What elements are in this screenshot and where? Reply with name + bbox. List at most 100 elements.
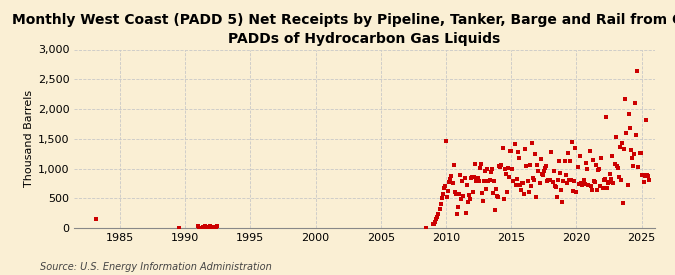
Point: [537, 173, 548, 177]
Point: [616, 178, 626, 182]
Point: [614, 174, 624, 179]
Point: [478, 199, 489, 204]
Point: [568, 189, 578, 193]
Point: [524, 163, 535, 167]
Point: [439, 186, 450, 191]
Point: [473, 179, 484, 184]
Point: [542, 178, 553, 183]
Point: [562, 150, 573, 155]
Point: [537, 172, 547, 177]
Point: [200, 225, 211, 229]
Point: [516, 188, 526, 192]
Point: [601, 115, 612, 119]
Point: [587, 188, 597, 192]
Point: [452, 212, 462, 216]
Point: [462, 200, 473, 205]
Point: [617, 141, 628, 145]
Point: [427, 221, 438, 226]
Point: [453, 205, 464, 209]
Point: [578, 178, 589, 182]
Point: [477, 191, 487, 195]
Point: [573, 182, 584, 186]
Point: [514, 183, 525, 187]
Point: [487, 191, 498, 195]
Point: [608, 181, 619, 185]
Point: [491, 186, 502, 191]
Point: [441, 139, 452, 143]
Point: [639, 180, 649, 184]
Point: [521, 163, 532, 168]
Point: [610, 134, 621, 139]
Point: [493, 195, 504, 200]
Point: [436, 196, 447, 200]
Point: [566, 178, 576, 182]
Point: [437, 192, 448, 196]
Y-axis label: Thousand Barrels: Thousand Barrels: [24, 90, 34, 188]
Point: [468, 189, 479, 194]
Point: [448, 163, 459, 168]
Point: [564, 159, 575, 163]
Point: [458, 194, 469, 199]
Point: [444, 180, 455, 184]
Point: [580, 182, 591, 186]
Point: [642, 173, 653, 178]
Point: [434, 207, 445, 211]
Point: [517, 180, 528, 185]
Point: [633, 165, 644, 169]
Point: [472, 176, 483, 180]
Point: [601, 186, 612, 190]
Point: [484, 178, 495, 182]
Point: [551, 195, 562, 199]
Point: [197, 225, 208, 229]
Point: [485, 169, 496, 174]
Point: [512, 150, 523, 155]
Point: [429, 221, 439, 226]
Point: [581, 161, 592, 165]
Point: [498, 196, 509, 201]
Point: [532, 163, 543, 167]
Point: [479, 178, 489, 183]
Point: [446, 174, 457, 178]
Point: [539, 166, 550, 170]
Point: [529, 178, 539, 182]
Point: [471, 178, 482, 183]
Point: [595, 183, 605, 188]
Point: [605, 172, 616, 176]
Point: [562, 180, 572, 185]
Point: [503, 166, 514, 170]
Point: [591, 163, 601, 168]
Point: [450, 190, 460, 194]
Point: [495, 164, 506, 169]
Point: [598, 177, 609, 182]
Point: [421, 225, 432, 230]
Point: [570, 146, 580, 150]
Point: [592, 188, 603, 192]
Point: [504, 175, 514, 179]
Point: [628, 164, 639, 169]
Point: [209, 225, 220, 229]
Point: [486, 167, 497, 171]
Point: [483, 178, 494, 183]
Point: [624, 126, 635, 130]
Point: [466, 176, 477, 180]
Point: [643, 174, 653, 178]
Point: [496, 163, 507, 167]
Point: [553, 177, 564, 182]
Point: [576, 183, 587, 187]
Point: [494, 164, 505, 168]
Point: [637, 173, 647, 177]
Point: [618, 201, 628, 205]
Point: [435, 201, 446, 206]
Point: [547, 180, 558, 185]
Point: [459, 176, 470, 180]
Point: [560, 172, 571, 177]
Point: [546, 150, 557, 154]
Point: [205, 224, 215, 229]
Point: [569, 179, 580, 183]
Point: [575, 180, 586, 185]
Point: [519, 192, 530, 196]
Point: [464, 192, 475, 197]
Point: [456, 197, 466, 201]
Point: [632, 69, 643, 73]
Point: [620, 97, 631, 101]
